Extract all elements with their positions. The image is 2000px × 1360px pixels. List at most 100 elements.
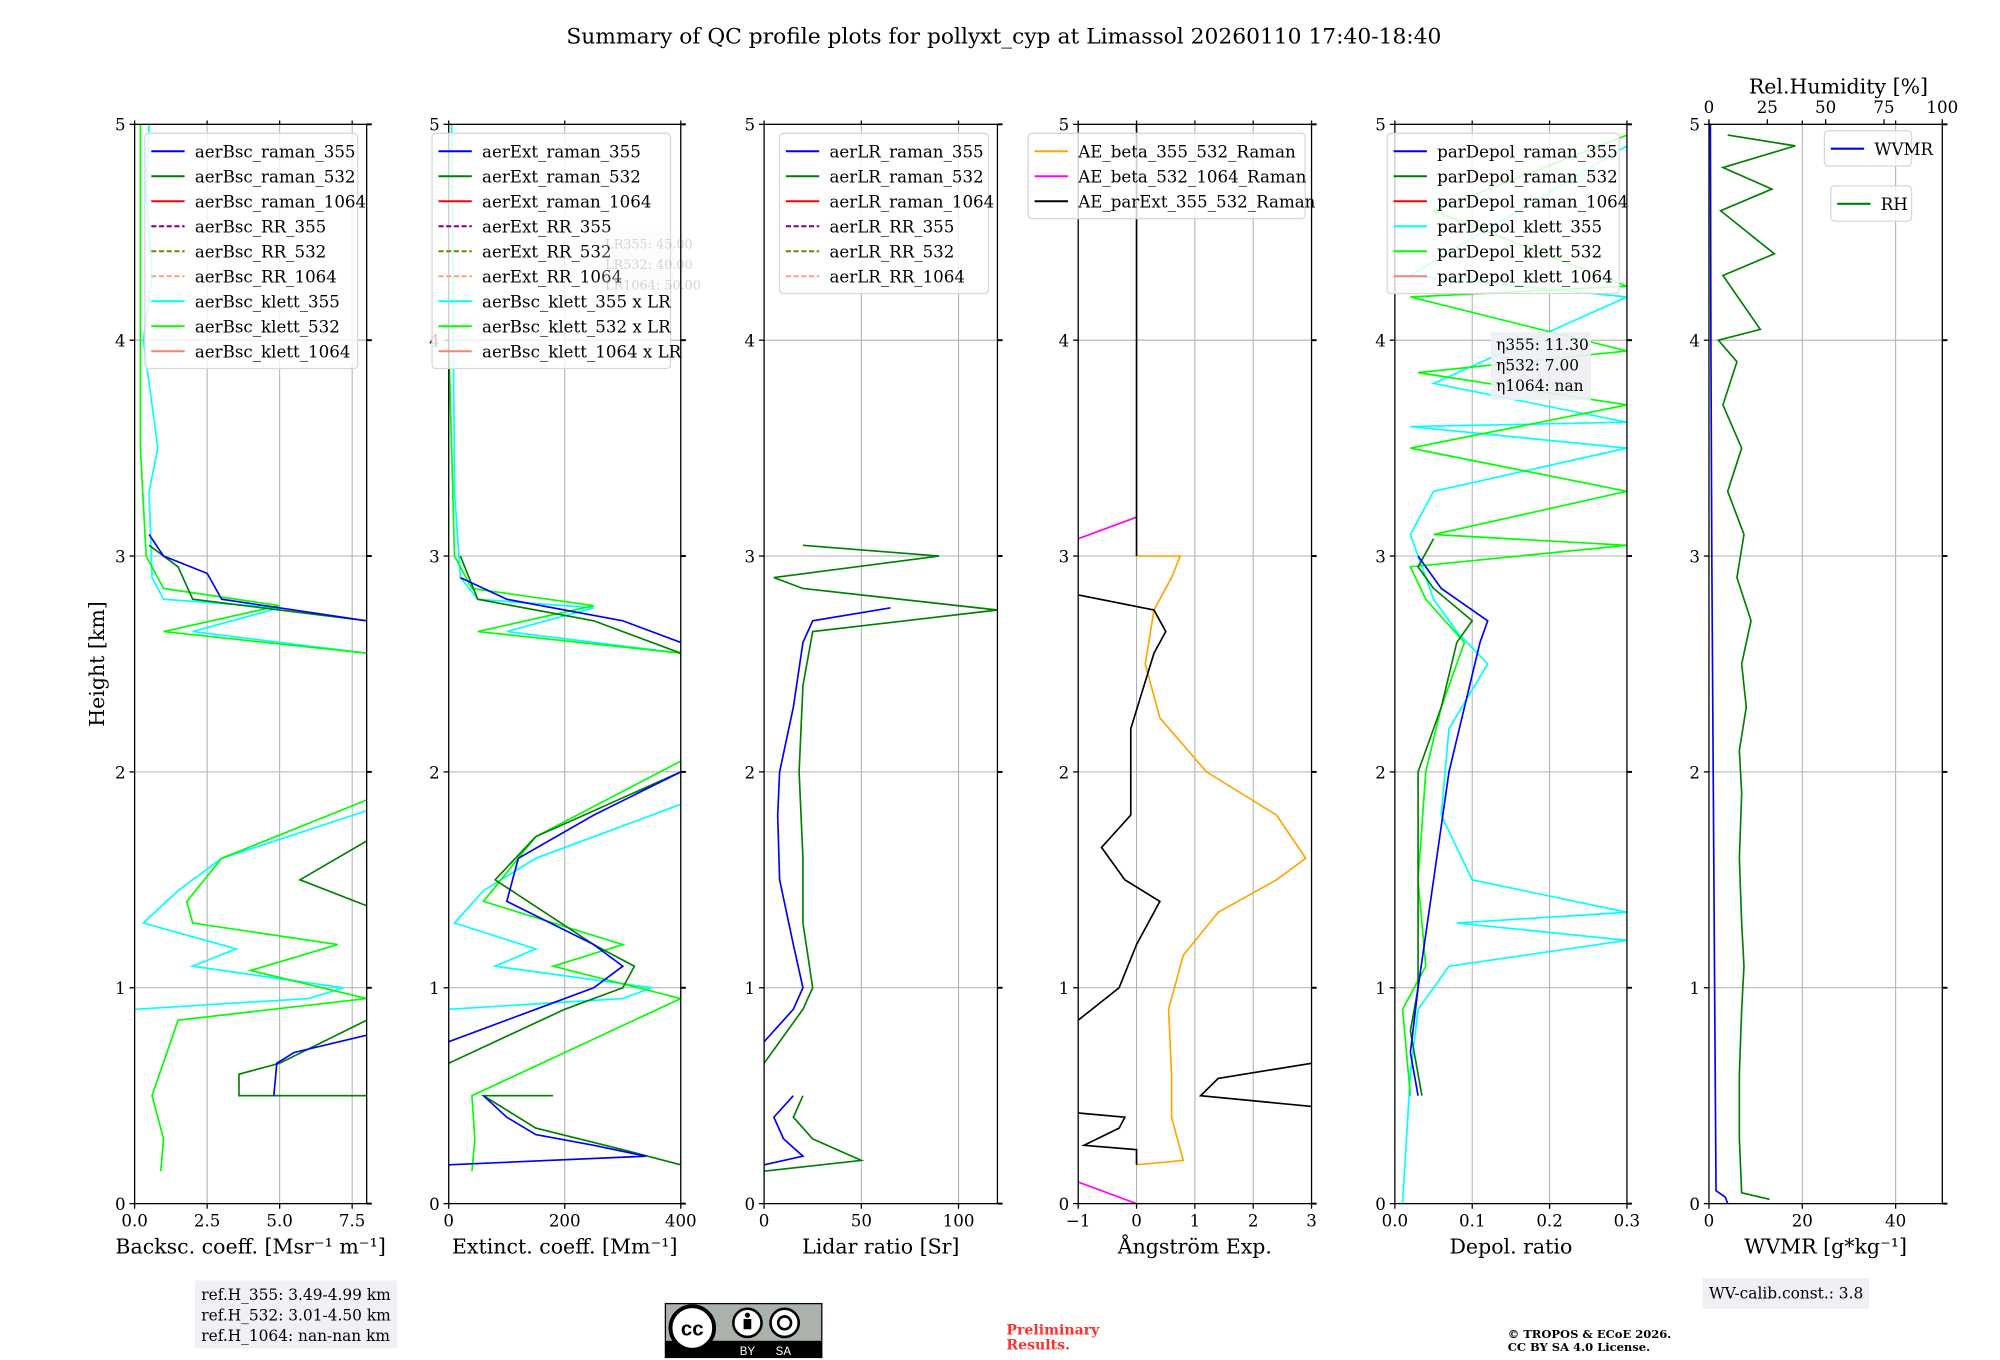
y-tick-label: 5 [1059,116,1070,135]
y-tick-label: 2 [429,763,440,782]
legend-label: aerBsc_klett_355 [195,293,340,312]
y-tick-label: 1 [1059,979,1070,998]
y-tick-label: 1 [429,979,440,998]
legend-rh: RH [1830,185,1913,222]
annotation-line: η355: 11.30 [1496,336,1589,354]
y-tick-label: 4 [1059,332,1070,351]
y-tick-label: 4 [1689,332,1700,351]
x-tick-label: 2.5 [194,1212,221,1231]
legend-box [431,132,672,370]
annotation-line: η1064: nan [1496,377,1583,395]
annotation-line: LR1064: 50.00 [605,279,701,294]
y-axis-label: Height [km] [85,601,109,727]
legend-label: aerBsc_RR_355 [195,218,326,237]
y-tick-label: 5 [1689,116,1700,135]
y-tick-label: 3 [745,547,756,566]
x-tick-label: 0.1 [1459,1212,1486,1231]
series-AE_beta_355_532_Raman [1136,555,1307,1166]
axes-frame [1394,123,1628,1205]
preliminary-line1: Preliminary [1006,1322,1100,1338]
legend-label: aerBsc_RR_1064 [195,268,337,287]
series-aerLR_raman_532 [764,544,998,1173]
x-axis-label: Lidar ratio [Sr] [802,1235,959,1259]
panels: 0.0 2.5 5.0 7.5 0 1 2 3 4 5 Backsc. coeff. [Msr⁻¹ … [115,75,1958,1259]
legend-label: AE_beta_355_532_Raman [1077,143,1296,162]
x-axis-label: Extinct. coeff. [Mm⁻¹] [452,1235,678,1259]
y-tick-label: 4 [1375,332,1386,351]
annotation-line: LR355: 45.00 [605,238,693,253]
x-tick-label: 200 [549,1212,581,1231]
legend-label: aerBsc_raman_355 [195,143,356,162]
y-tick-label: 2 [745,763,756,782]
top-tick-label: 75 [1873,98,1894,117]
legend-label: aerBsc_raman_532 [195,168,356,187]
x-tick-label: 0 [759,1212,770,1231]
top-tick-label: 50 [1815,98,1836,117]
legend-box [1830,185,1913,222]
series-AE_parExt_355_532_Raman [1078,124,1312,1165]
legend-label: aerBsc_klett_532 x LR [482,318,671,337]
x-axis-label: Ångström Exp. [1117,1234,1272,1259]
y-tick-label: 5 [745,116,756,135]
legend-label: parDepol_raman_532 [1437,168,1618,187]
x-tick-label: 100 [943,1212,975,1231]
panel-5: 0.0 0.1 0.2 0.3 0 1 2 3 4 5 Depol. ratio parDepol_r… [1375,116,1640,1259]
annotation-line: LR532: 40.00 [605,258,693,273]
y-tick-label: 3 [429,547,440,566]
preliminary-line2: Results. [1006,1338,1070,1354]
annotation-bg [1491,331,1592,400]
legend-label: aerLR_raman_1064 [829,193,994,212]
wv-calib-box: WV-calib.const.: 3.8 [1702,1277,1870,1309]
x-tick-label: 0.2 [1536,1212,1563,1231]
y-tick-label: 1 [115,979,126,998]
series-RH [1716,134,1796,1201]
series-aerBsc_klett_532 [139,124,367,1172]
x-tick-label: 0.0 [121,1212,148,1231]
y-tick-label: 0 [745,1195,756,1214]
legend-label: aerLR_RR_532 [829,243,954,262]
x-tick-label: 50 [851,1212,872,1231]
x-tick-label: 20 [1792,1212,1813,1231]
legend-label: aerExt_raman_532 [482,168,641,187]
y-tick-label: 3 [115,547,126,566]
axes-frame [763,123,999,1205]
legend-label: parDepol_raman_1064 [1437,193,1628,212]
x-tick-label: 0 [1131,1212,1142,1231]
x-tick-label: 0.3 [1614,1212,1641,1231]
y-tick-label: 3 [1689,547,1700,566]
copyright-line1: © TROPOS & ECoE 2026. [1508,1327,1672,1341]
legend-label: aerExt_RR_532 [482,243,612,262]
legend-label: WVMR [1874,140,1933,159]
y-tick-label: 5 [1375,116,1386,135]
cc-text: cc [681,1318,704,1341]
x-tick-label: 0 [443,1212,454,1231]
legend-label: aerBsc_klett_355 x LR [482,293,671,312]
legend: aerLR_raman_355 aerLR_raman_532 aerLR_rama… [778,132,994,295]
x-axis-label: WVMR [g*kg⁻¹] [1744,1235,1907,1259]
top-axis-label: Rel.Humidity [%] [1749,75,1928,99]
annotation-box: η355: 11.30 η532: 7.00 η1064: nan [1491,331,1592,400]
sa-icon [769,1307,800,1339]
axes-frame [1708,123,1943,1205]
legend: AE_beta_355_532_Raman AE_beta_532_1064_Ra… [1027,132,1316,220]
y-tick-label: 0 [429,1195,440,1214]
legend-label: AE_beta_532_1064_Raman [1077,168,1306,187]
y-tick-label: 3 [1059,547,1070,566]
legend-label: parDepol_klett_532 [1437,243,1602,262]
y-tick-label: 2 [1689,763,1700,782]
copyright-line2: CC BY SA 4.0 License. [1508,1340,1650,1354]
refh-box: ref.H_355: 3.49-4.99 km ref.H_532: 3.01-… [194,1280,398,1349]
wv-calib-text: WV-calib.const.: 3.8 [1709,1284,1863,1302]
legend-box [778,132,990,295]
series-parDepol_raman_355 [1409,555,1489,1096]
y-tick-label: 2 [115,763,126,782]
legend-label: parDepol_klett_1064 [1437,268,1613,287]
series-aerLR_raman_355 [764,607,891,1166]
y-tick-label: 0 [1689,1195,1700,1214]
x-tick-label: 0 [1704,1212,1715,1231]
legend-label: aerLR_raman_532 [829,168,983,187]
top-tick-label: 0 [1704,98,1715,117]
y-tick-label: 0 [115,1195,126,1214]
legend-label: aerBsc_klett_532 [195,318,340,337]
